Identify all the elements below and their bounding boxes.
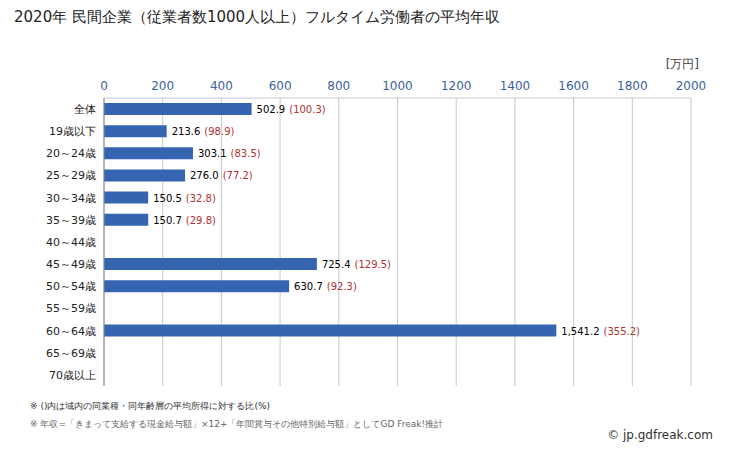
svg-text:150.5(32.8): 150.5(32.8) [153,192,216,203]
svg-text:35～39歳: 35～39歳 [46,214,96,227]
html-text:© jp.gdfreak.com: © jp.gdfreak.com [607,428,713,442]
svg-text:60～64歳: 60～64歳 [46,325,96,338]
svg-text:全体: 全体 [74,103,96,116]
svg-text:19歳以下: 19歳以下 [49,125,96,138]
svg-text:1600: 1600 [558,79,589,93]
html-text:※ ()内は域内の同業種・同年齢層の平均所得に対する比(%): ※ ()内は域内の同業種・同年齢層の平均所得に対する比(%) [30,401,270,411]
svg-text:25～29歳: 25～29歳 [46,169,96,182]
svg-text:502.9(100.3): 502.9(100.3) [257,104,326,115]
svg-text:65～69歳: 65～69歳 [46,347,96,360]
svg-text:600: 600 [269,79,292,93]
svg-text:50～54歳: 50～54歳 [46,280,96,293]
svg-text:1000: 1000 [382,79,413,93]
svg-text:213.6(98.9): 213.6(98.9) [172,126,235,137]
svg-text:2000: 2000 [676,79,707,93]
html-text:※ 年収=「きまって支給する現金給与額」×12+「年間賞与そ: ※ 年収=「きまって支給する現金給与額」×12+「年間賞与その他特別給与額」とし… [30,419,444,429]
svg-text:725.4(129.5): 725.4(129.5) [322,259,391,270]
svg-text:150.7(29.8): 150.7(29.8) [153,214,216,225]
svg-text:30～34歳: 30～34歳 [46,192,96,205]
html-text:2020年 民間企業（従業者数1000人以上）フルタイム労働: 2020年 民間企業（従業者数1000人以上）フルタイム労働者の平均年収 [14,8,501,26]
svg-text:0: 0 [100,79,108,93]
svg-text:1,541.2(355.2): 1,541.2(355.2) [561,325,640,336]
svg-text:276.0(77.2): 276.0(77.2) [190,170,253,181]
svg-text:1200: 1200 [441,79,472,93]
svg-text:303.1(83.5): 303.1(83.5) [198,148,261,159]
svg-text:1800: 1800 [617,79,648,93]
svg-text:55～59歳: 55～59歳 [46,302,96,315]
svg-text:800: 800 [327,79,350,93]
svg-text:45～49歳: 45～49歳 [46,258,96,271]
html-text:[万円]: [万円] [665,57,699,71]
svg-text:40～44歳: 40～44歳 [46,236,96,249]
svg-text:70歳以上: 70歳以上 [49,369,96,382]
svg-text:1400: 1400 [500,79,531,93]
svg-text:200: 200 [151,79,174,93]
svg-text:20～24歳: 20～24歳 [46,147,96,160]
svg-text:400: 400 [210,79,233,93]
svg-text:630.7(92.3): 630.7(92.3) [294,281,357,292]
